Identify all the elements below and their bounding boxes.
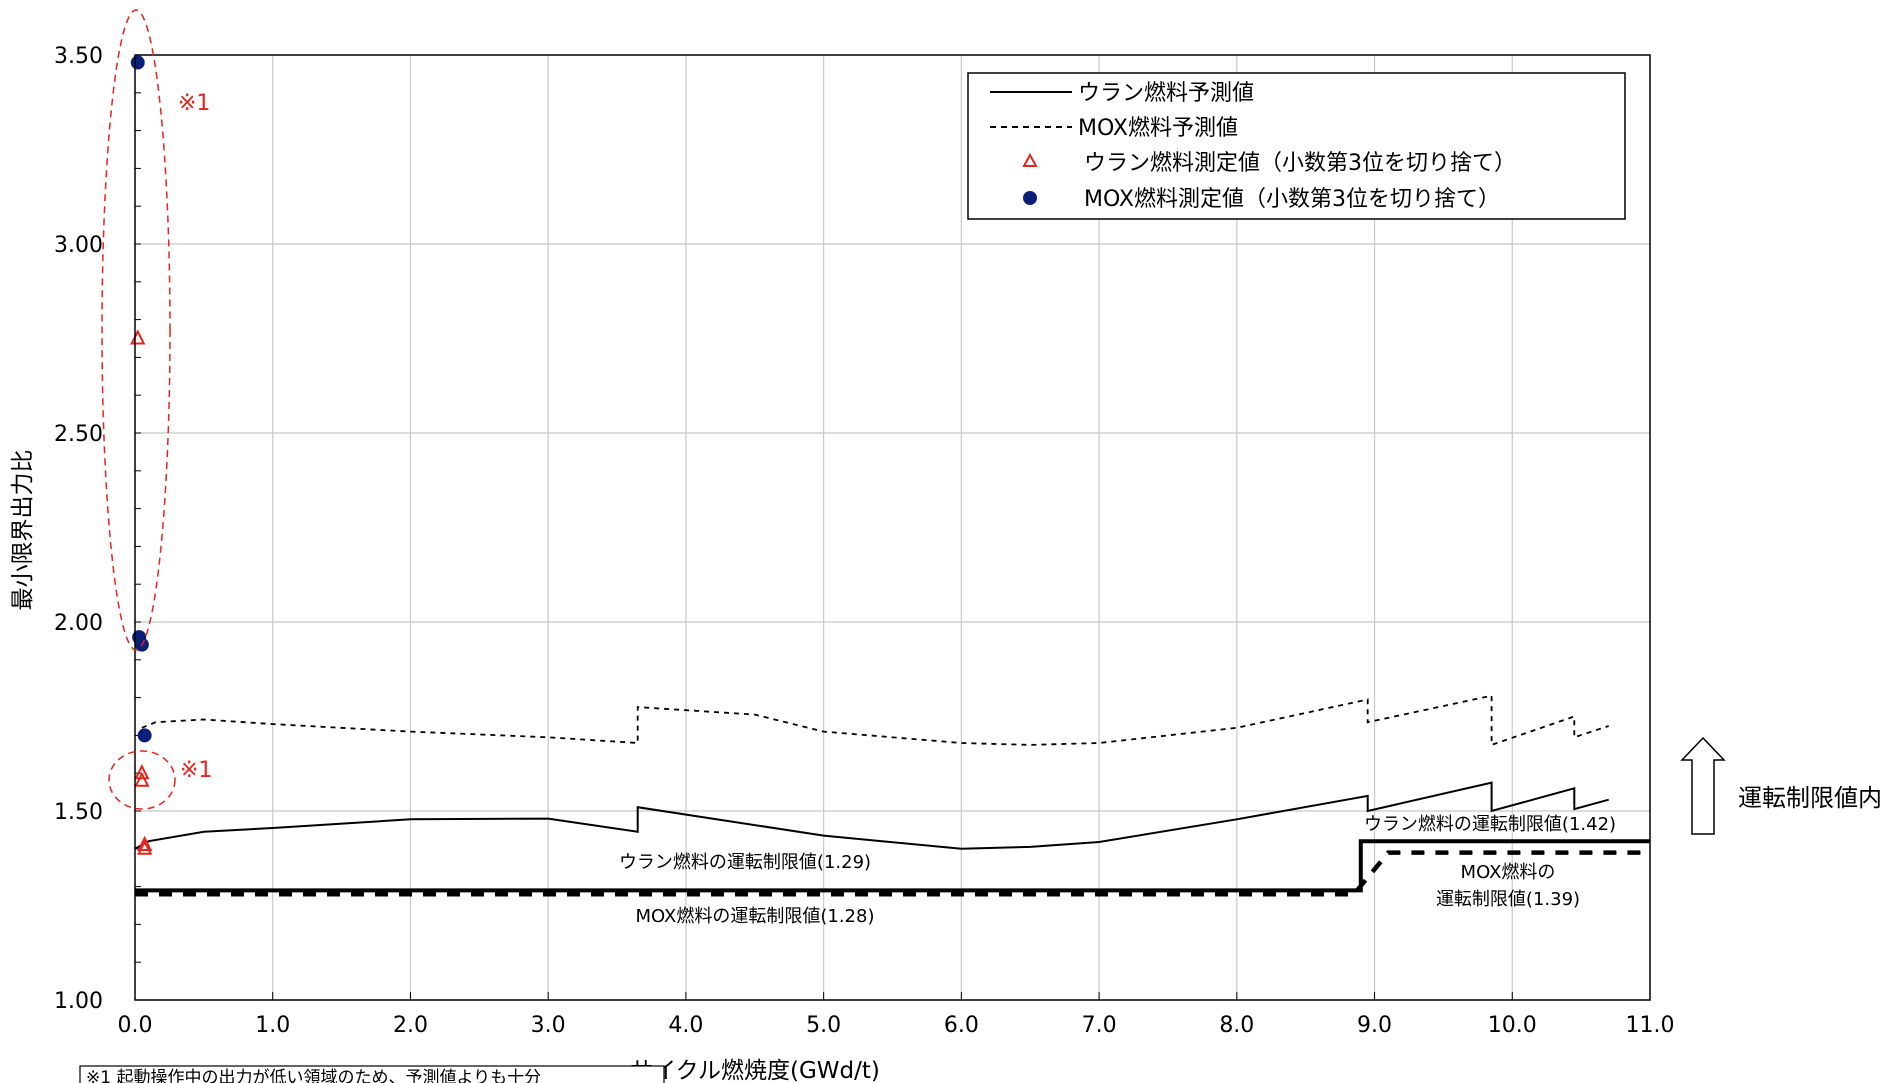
legend-label-uranium-meas: ウラン燃料測定値（小数第3位を切り捨て） <box>1084 151 1516 176</box>
annotation-mox-limit-high-line2: 運転制限値(1.39) <box>1436 889 1580 910</box>
y-tick-label: 2.50 <box>54 422 103 447</box>
note-ellipse-lower <box>108 750 176 810</box>
x-tick-label: 4.0 <box>668 1013 703 1038</box>
mox-measurement-point <box>130 55 145 70</box>
uranium-measurement-point <box>137 839 153 855</box>
series-line-uranium-prediction <box>134 781 1609 850</box>
plot-frame <box>134 54 1651 1001</box>
legend-label-uranium-pred: ウラン燃料予測値 <box>1078 81 1254 106</box>
annotation-uranium-limit-high: ウラン燃料の運転制限値(1.42) <box>1364 814 1616 835</box>
annotation-mox-limit-low: MOX燃料の運転制限値(1.28) <box>635 906 874 927</box>
annotation-uranium-limit-low: ウラン燃料の運転制限値(1.29) <box>619 852 871 873</box>
x-tick-label: 10.0 <box>1488 1013 1537 1038</box>
legend-swatch-uranium-meas <box>1022 152 1038 167</box>
x-tick-label: 3.0 <box>531 1013 566 1038</box>
legend-box <box>967 72 1626 220</box>
legend-swatch-mox-meas <box>1023 191 1037 205</box>
mox-measurement-point <box>137 728 152 743</box>
series-line-mox-prediction <box>141 694 1609 747</box>
y-tick-label: 1.50 <box>54 800 103 825</box>
uranium-measurement-point <box>137 835 153 852</box>
y-axis-label: 最小限界出力比 <box>10 450 36 611</box>
annotation-within-limit: 運転制限値内 <box>1738 784 1882 812</box>
legend-label-mox-pred: MOX燃料予測値 <box>1078 116 1238 141</box>
footnote-text: ※1 起動操作中の出力が低い領域のため、予測値よりも十分 <box>86 1068 541 1083</box>
x-tick-label: 6.0 <box>944 1013 979 1038</box>
arrow-up-icon <box>1680 736 1726 835</box>
x-tick-labels: 0.0 1.0 2.0 3.0 4.0 5.0 6.0 7.0 8.0 9.0 10.0 11.0 <box>118 1013 1675 1038</box>
limit-line-mox <box>135 850 1650 897</box>
y-tick-labels: 1.00 1.50 2.00 2.50 3.00 3.50 <box>54 44 103 1014</box>
x-tick-label: 11.0 <box>1626 1013 1675 1038</box>
y-tick-label: 3.50 <box>54 44 103 69</box>
x-tick-label: 8.0 <box>1219 1013 1254 1038</box>
uranium-measurement-point <box>130 329 146 345</box>
note-ellipse-upper <box>101 9 171 651</box>
limit-line-uranium <box>135 839 1650 893</box>
series-lines <box>134 694 1609 850</box>
uranium-measurement-point <box>134 763 150 780</box>
y-tick-label: 3.00 <box>54 233 103 258</box>
legend: ウラン燃料予測値 MOX燃料予測値 ウラン燃料測定値（小数第3位を切り捨て） M… <box>967 72 1626 220</box>
y-tick-label: 2.00 <box>54 611 103 636</box>
x-tick-label: 0.0 <box>118 1013 153 1038</box>
note-mark-lower: ※1 <box>180 758 212 783</box>
x-tick-label: 1.0 <box>255 1013 290 1038</box>
note-mark-upper: ※1 <box>178 91 210 116</box>
limit-lines <box>135 839 1650 897</box>
y-tick-label: 1.00 <box>54 989 103 1014</box>
x-tick-label: 7.0 <box>1082 1013 1117 1038</box>
annotation-mox-limit-high-line1: MOX燃料の <box>1461 862 1556 883</box>
x-tick-label: 9.0 <box>1357 1013 1392 1038</box>
uranium-measurement-point <box>134 771 150 787</box>
measurement-markers <box>130 55 153 855</box>
x-tick-label: 5.0 <box>806 1013 841 1038</box>
footnote-box <box>79 1065 665 1083</box>
legend-label-mox-meas: MOX燃料測定値（小数第3位を切り捨て） <box>1084 187 1500 212</box>
x-axis-label: サイクル燃焼度(GWd/t) <box>630 1058 880 1083</box>
x-tick-label: 2.0 <box>393 1013 428 1038</box>
